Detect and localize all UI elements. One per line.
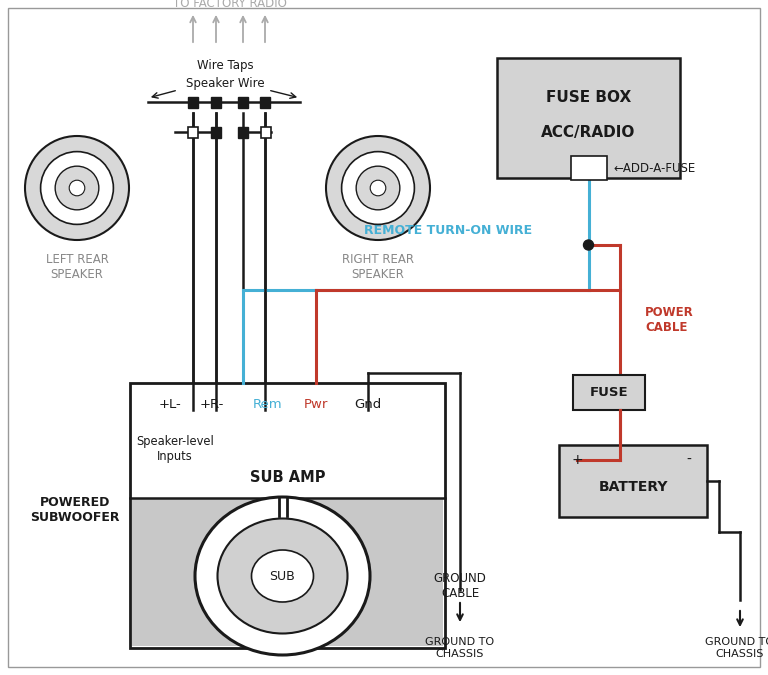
Bar	[132, 498, 443, 646]
Circle shape	[55, 166, 99, 210]
Ellipse shape	[251, 550, 313, 602]
Text: Speaker Wire: Speaker Wire	[186, 76, 264, 90]
Text: GROUND TO
CHASSIS: GROUND TO CHASSIS	[706, 637, 768, 659]
Circle shape	[326, 136, 430, 240]
Bar	[260, 97, 270, 108]
Bar	[559, 445, 707, 517]
Text: Gnd: Gnd	[354, 398, 382, 412]
Text: Speaker-level
Inputs: Speaker-level Inputs	[136, 435, 214, 463]
Bar	[238, 97, 248, 108]
Bar	[497, 58, 680, 178]
Circle shape	[356, 166, 400, 210]
Bar	[130, 383, 445, 648]
Circle shape	[370, 180, 386, 196]
Text: +: +	[571, 453, 583, 467]
Text: ←ADD-A-FUSE: ←ADD-A-FUSE	[614, 161, 696, 175]
Circle shape	[584, 240, 594, 250]
Bar	[188, 127, 198, 138]
Text: SUB: SUB	[270, 570, 296, 583]
Text: Rem: Rem	[253, 398, 283, 412]
Text: Wire Taps: Wire Taps	[197, 59, 253, 72]
Bar	[211, 97, 221, 108]
Circle shape	[69, 180, 84, 196]
Text: FUSE BOX: FUSE BOX	[546, 90, 631, 105]
Circle shape	[41, 152, 114, 224]
Circle shape	[342, 152, 415, 224]
Bar	[571, 156, 607, 180]
Text: FACTORY WIRING
TO FACTORY RADIO: FACTORY WIRING TO FACTORY RADIO	[173, 0, 287, 10]
Text: GROUND
CABLE: GROUND CABLE	[434, 572, 486, 600]
Text: -: -	[687, 453, 691, 467]
Text: ACC/RADIO: ACC/RADIO	[541, 126, 636, 140]
Text: FUSE: FUSE	[590, 386, 628, 399]
Text: SUB AMP: SUB AMP	[250, 470, 326, 485]
Text: +L-: +L-	[159, 398, 181, 412]
Bar	[211, 127, 221, 138]
Circle shape	[25, 136, 129, 240]
Bar	[188, 97, 198, 108]
Text: BATTERY: BATTERY	[598, 480, 667, 494]
Text: +R-: +R-	[200, 398, 224, 412]
Text: LEFT REAR
SPEAKER: LEFT REAR SPEAKER	[45, 253, 108, 281]
Text: Pwr: Pwr	[304, 398, 328, 412]
Bar	[261, 127, 271, 138]
Ellipse shape	[195, 497, 370, 655]
Text: RIGHT REAR
SPEAKER: RIGHT REAR SPEAKER	[342, 253, 414, 281]
Bar	[238, 127, 248, 138]
Ellipse shape	[217, 518, 347, 634]
Bar	[573, 375, 645, 410]
Text: POWER
CABLE: POWER CABLE	[645, 306, 694, 334]
Text: REMOTE TURN-ON WIRE: REMOTE TURN-ON WIRE	[364, 223, 532, 236]
Text: POWERED
SUBWOOFER: POWERED SUBWOOFER	[30, 496, 120, 524]
Text: GROUND TO
CHASSIS: GROUND TO CHASSIS	[425, 637, 495, 659]
